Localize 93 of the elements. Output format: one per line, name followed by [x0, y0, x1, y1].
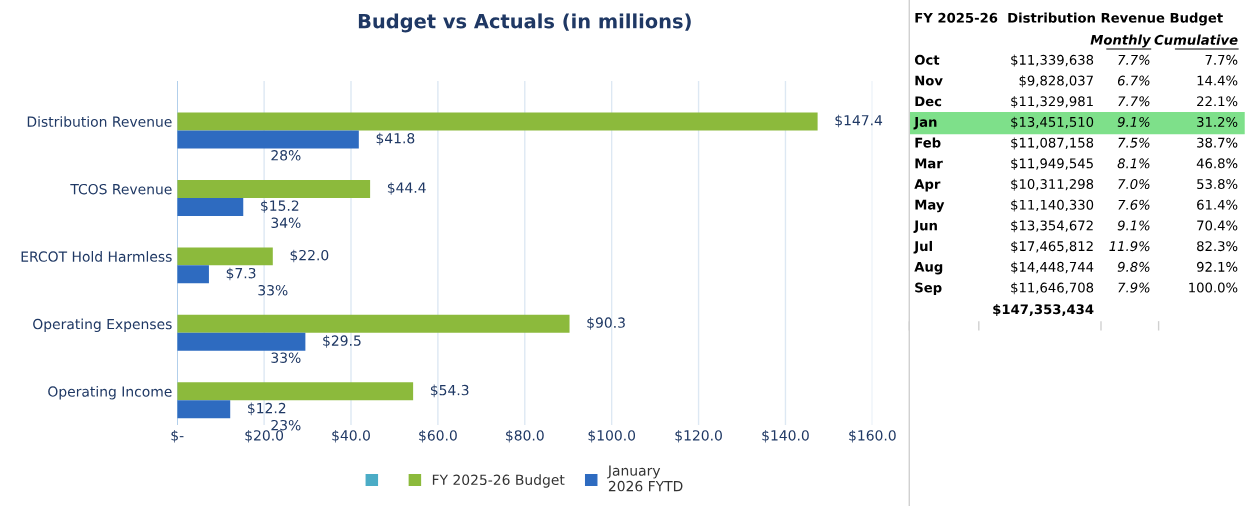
text: $13,451,510 [1011, 116, 1094, 129]
y-tick-label: ERCOT Hold Harmless [21, 251, 172, 262]
annotation: 23% [271, 419, 301, 431]
category-label: Jan [913, 117, 937, 130]
text: 9.1% [1117, 116, 1150, 127]
text: 6.7% [1117, 75, 1150, 86]
data-label: $15.2 [261, 200, 299, 213]
text: 38.7% [1197, 137, 1238, 148]
text: 9.8% [1117, 261, 1150, 272]
category-label: Feb [915, 137, 941, 148]
text: 14.4% [1197, 75, 1238, 86]
text: $11,646,708 [1011, 282, 1094, 295]
bar [177, 265, 209, 284]
annotation: 33% [271, 352, 301, 363]
category-label: Nov [915, 75, 943, 86]
x-tick-label: $40.0 [332, 429, 370, 443]
text: 31.2% [1197, 116, 1238, 127]
data-label: $22.0 [290, 249, 329, 263]
data-label: $90.3 [587, 317, 625, 330]
bar [177, 382, 414, 401]
text: $11,087,158 [1011, 137, 1094, 150]
category-label: May [915, 199, 945, 213]
y-tick-label: Operating Income [48, 386, 172, 400]
text: $14,448,744 [1011, 261, 1094, 274]
text: 7.7% [1118, 54, 1150, 65]
category-label: Cumulative [1154, 34, 1238, 45]
text: $9,828,037 [1019, 75, 1093, 88]
bar [177, 179, 371, 198]
text: 100.0% [1189, 282, 1238, 293]
text: $10,311,298 [1011, 178, 1094, 191]
data-label: $44.4 [387, 182, 426, 195]
annotation: 28% [271, 150, 301, 161]
text: 53.8% [1197, 179, 1238, 190]
text: FY 2025-26 Distribution Revenue Budget [915, 12, 1223, 26]
category-label: Jun [913, 220, 937, 233]
bar [177, 314, 570, 333]
bar [177, 112, 818, 131]
data-label: $147.4 [835, 114, 883, 128]
chart-title: Budget vs Actuals (in millions) [358, 13, 691, 33]
category-label: Monthly [1090, 34, 1152, 48]
data-label: $12.2 [248, 402, 286, 416]
category-label: Apr [914, 179, 941, 192]
text: 7.7% [1118, 96, 1150, 107]
bar [177, 130, 359, 149]
text: 7.7% [1205, 54, 1238, 65]
category-label: Mar [915, 158, 943, 169]
category-label: Sep [915, 282, 942, 296]
text: $147,353,434 [993, 304, 1094, 316]
text: $11,949,545 [1011, 158, 1093, 171]
category-label: Aug [914, 261, 943, 275]
text: 82.3% [1197, 241, 1238, 252]
text: 9.1% [1117, 220, 1150, 231]
text: 46.8% [1196, 158, 1238, 169]
text: $13,354,672 [1011, 220, 1093, 233]
annotation: 34% [271, 217, 301, 229]
category-label: Oct [914, 54, 940, 65]
legend-label: January 2026 FYTD [607, 465, 683, 492]
text: 61.4% [1197, 199, 1238, 210]
text: 8.1% [1117, 158, 1150, 169]
x-tick-label: $- [171, 429, 184, 443]
text: $17,465,812 [1011, 240, 1093, 253]
text: 70.4% [1197, 220, 1238, 231]
text: 7.0% [1118, 179, 1150, 190]
y-tick-label: TCOS Revenue [70, 183, 172, 195]
text: $11,329,981 [1011, 96, 1093, 108]
data-label: $41.8 [376, 132, 415, 146]
x-tick-label: $60.0 [419, 429, 457, 443]
text: $11,339,638 [1011, 54, 1094, 67]
y-tick-label: Distribution Revenue [27, 116, 172, 127]
bar [177, 247, 273, 266]
text: 22.1% [1197, 96, 1238, 107]
text: 92.1% [1196, 261, 1238, 272]
bar [177, 400, 231, 419]
text: 7.5% [1118, 137, 1150, 148]
x-tick-label: $100.0 [588, 429, 636, 443]
text: 7.9% [1118, 282, 1150, 293]
legend-label: FY 2025-26 Budget [432, 474, 565, 488]
x-tick-label: $160.0 [849, 429, 896, 443]
x-tick-label: $120.0 [675, 429, 722, 443]
x-tick-label: $80.0 [506, 429, 544, 443]
category-label: Jul [913, 240, 932, 254]
text: 11.9% [1109, 241, 1150, 252]
bar [177, 197, 244, 216]
data-label: $54.3 [430, 384, 469, 398]
category-label: Dec [915, 96, 942, 107]
text: 7.6% [1118, 199, 1150, 210]
x-tick-label: $140.0 [762, 429, 809, 443]
annotation: 33% [258, 284, 288, 296]
data-label: $29.5 [323, 335, 361, 348]
text: $11,140,330 [1011, 199, 1094, 212]
data-label: $7.3 [226, 267, 256, 281]
bar [177, 332, 306, 351]
y-tick-label: Operating Expenses [33, 318, 172, 333]
